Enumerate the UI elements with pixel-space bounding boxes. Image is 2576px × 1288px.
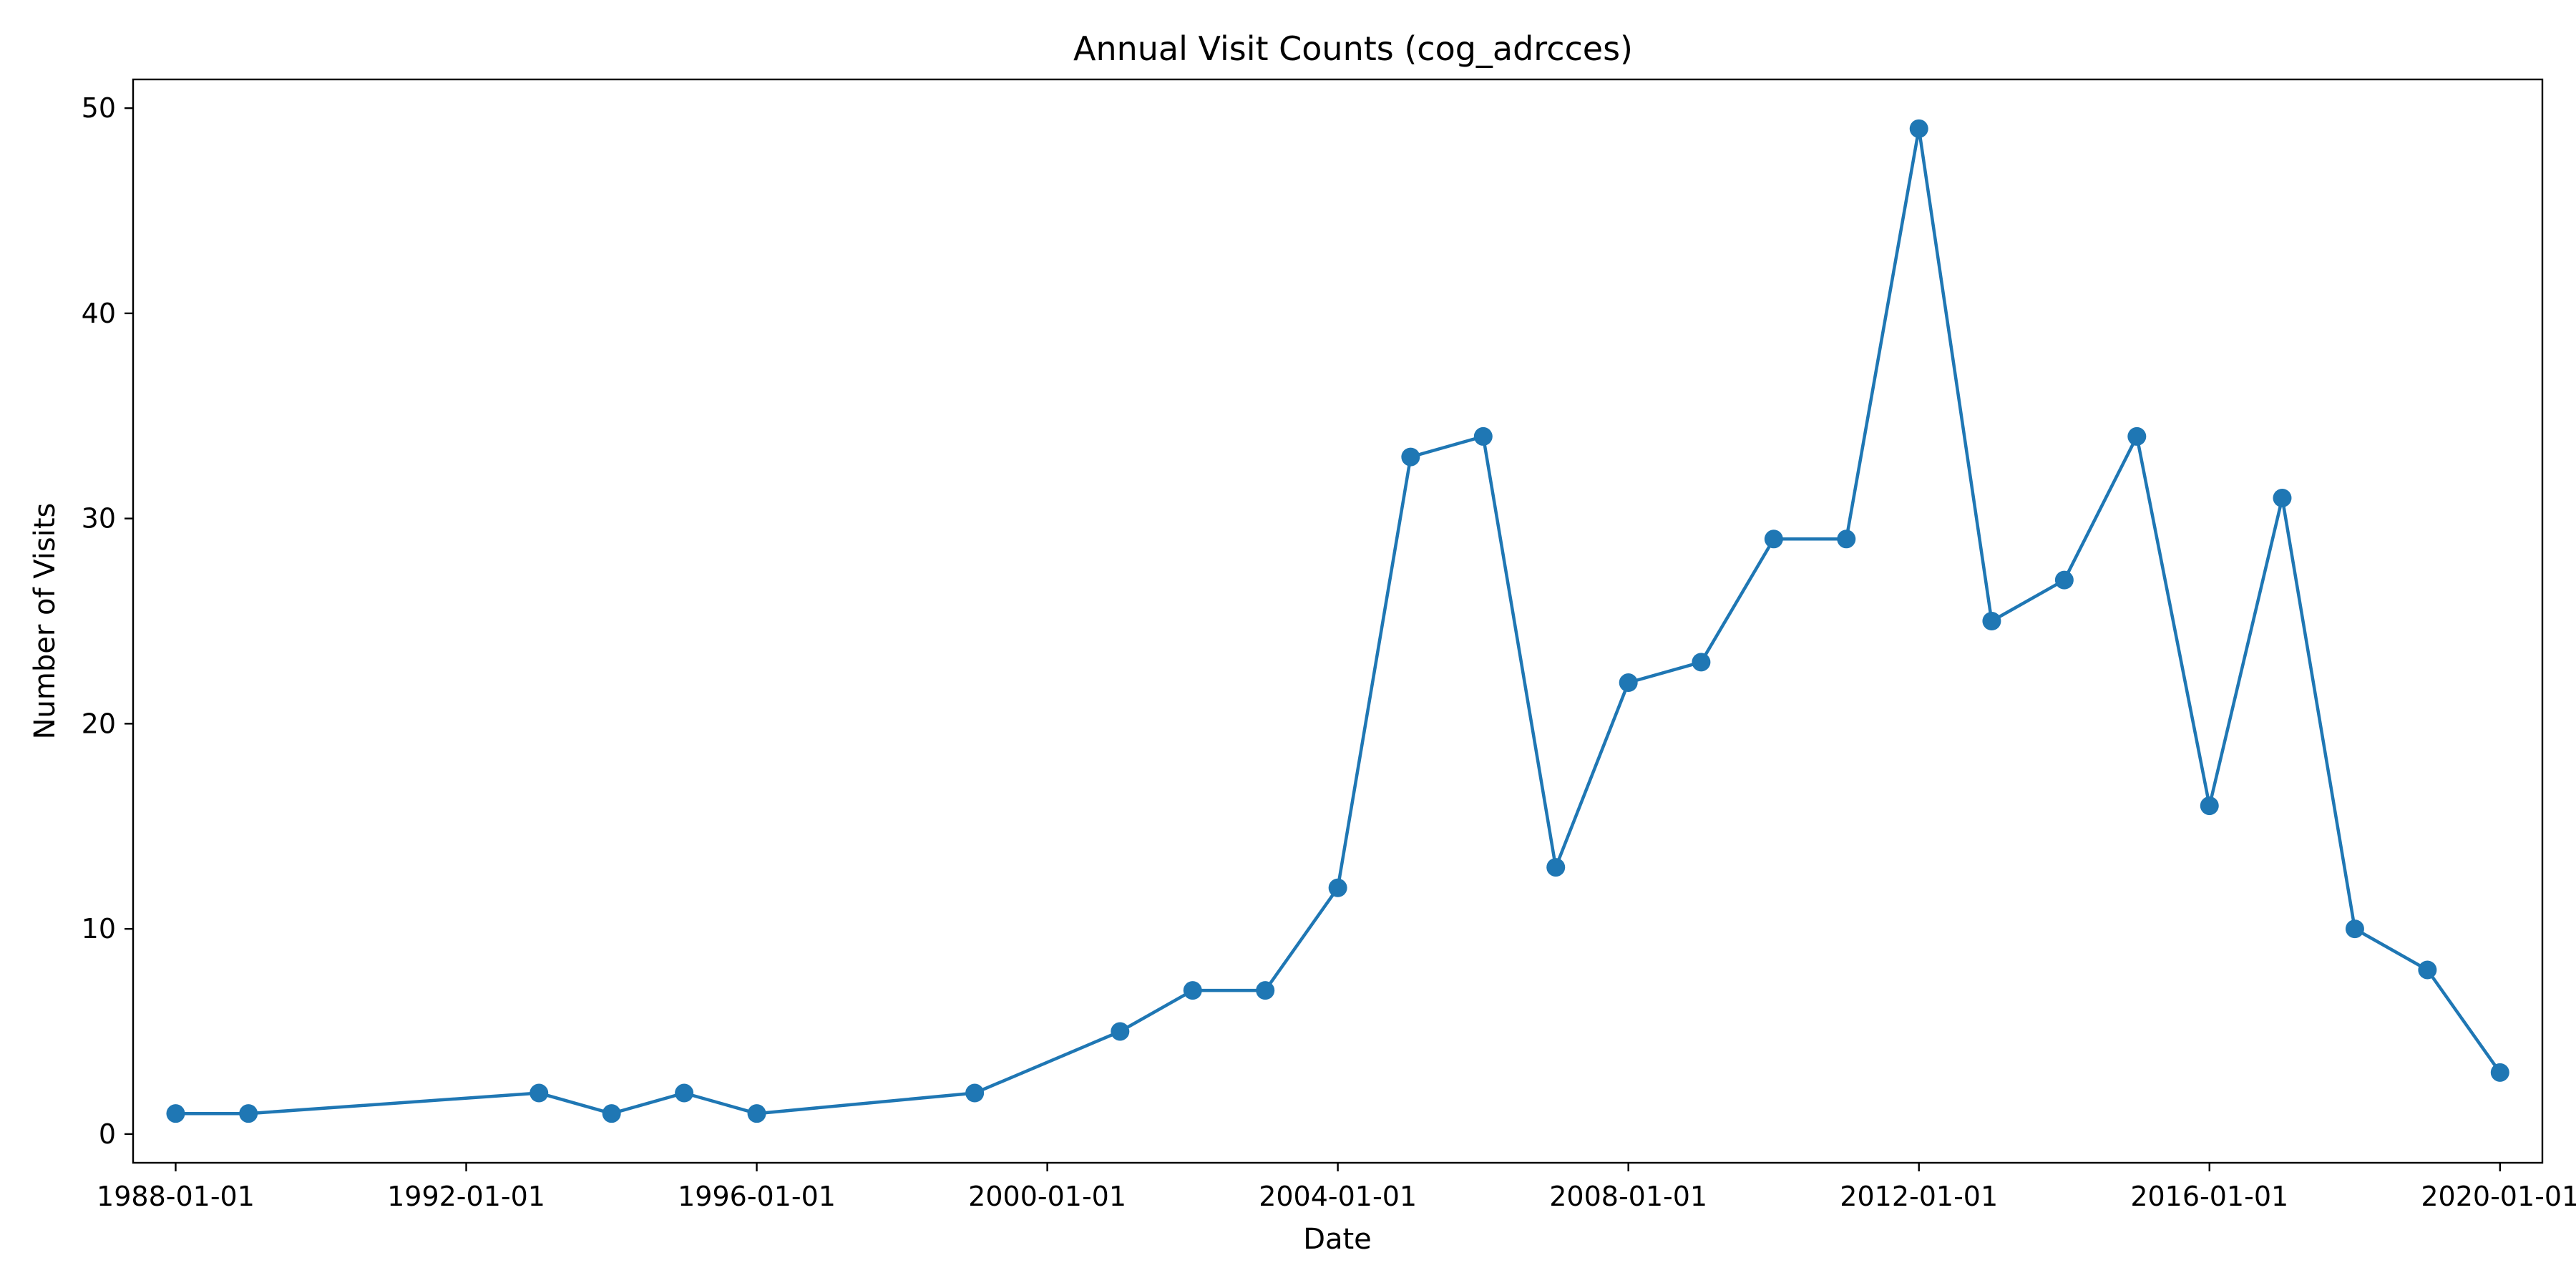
x-axis-label: Date <box>1303 1223 1372 1256</box>
y-tick-label: 40 <box>82 298 116 329</box>
x-tick-label: 2008-01-01 <box>1549 1181 1707 1212</box>
data-point <box>2054 570 2074 590</box>
data-point <box>239 1104 258 1123</box>
data-point <box>166 1104 185 1123</box>
data-point <box>1256 981 1275 1000</box>
data-point <box>1837 530 1856 549</box>
data-point <box>1764 530 1783 549</box>
data-point <box>2273 488 2292 507</box>
y-tick-label: 50 <box>82 92 116 124</box>
data-point <box>1909 119 1928 138</box>
data-point <box>965 1083 985 1103</box>
data-point <box>602 1104 621 1123</box>
data-point <box>1183 981 1202 1000</box>
x-tick-label: 1996-01-01 <box>678 1181 836 1212</box>
data-point <box>2490 1063 2509 1082</box>
x-axis: 1988-01-01 1992-01-01 1996-01-01 2000-01-01… <box>97 1163 2576 1212</box>
data-point <box>2345 919 2364 939</box>
data-point <box>1546 858 1566 877</box>
x-tick-label: 2016-01-01 <box>2130 1181 2288 1212</box>
data-point <box>747 1104 766 1123</box>
y-axis-label: Number of Visits <box>29 503 62 740</box>
y-tick-label: 0 <box>99 1118 116 1150</box>
series-0 <box>166 119 2509 1123</box>
data-point <box>530 1083 549 1103</box>
data-point <box>2418 960 2437 980</box>
y-tick-label: 20 <box>82 708 116 739</box>
series-line <box>174 127 2502 1116</box>
x-tick-label: 1988-01-01 <box>97 1181 255 1212</box>
data-point <box>1619 673 1638 693</box>
plot-content <box>166 119 2509 1123</box>
x-tick-label: 2012-01-01 <box>1840 1181 1998 1212</box>
y-tick-label: 10 <box>82 913 116 945</box>
data-point <box>1473 426 1493 446</box>
data-point <box>1328 878 1347 897</box>
data-point <box>1982 612 2001 630</box>
data-point <box>2127 426 2147 446</box>
data-point <box>2200 796 2219 816</box>
chart-title: Annual Visit Counts (cog_adrcces) <box>1073 29 1633 68</box>
y-axis: 0 10 20 30 40 50 <box>82 92 133 1150</box>
data-point <box>1692 653 1711 672</box>
plot-frame <box>132 78 2544 1164</box>
data-point <box>1111 1022 1130 1041</box>
x-tick-label: 2020-01-01 <box>2421 1181 2576 1212</box>
y-tick-label: 30 <box>82 503 116 535</box>
x-tick-label: 2000-01-01 <box>968 1181 1126 1212</box>
data-point <box>1401 447 1420 467</box>
data-point <box>675 1083 694 1103</box>
x-tick-label: 1992-01-01 <box>387 1181 545 1212</box>
x-tick-label: 2004-01-01 <box>1259 1181 1417 1212</box>
